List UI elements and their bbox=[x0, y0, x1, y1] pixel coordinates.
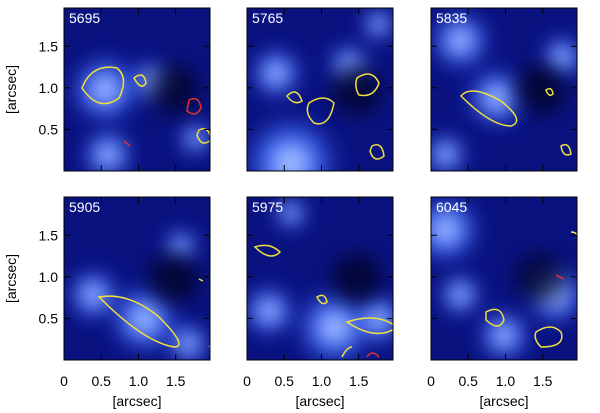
panel-label: 5765 bbox=[252, 10, 283, 26]
contour bbox=[345, 317, 393, 335]
intensity-blob bbox=[431, 8, 496, 76]
x-axis-label: [arcsec] bbox=[479, 393, 528, 409]
intensity-blob bbox=[270, 197, 311, 234]
frame bbox=[246, 7, 394, 172]
intensity-blob bbox=[77, 124, 138, 171]
intensity-blob bbox=[474, 305, 534, 360]
contour bbox=[366, 352, 380, 358]
frame bbox=[63, 7, 211, 172]
contour bbox=[196, 128, 210, 144]
frame bbox=[430, 196, 578, 361]
panel: 6045 0 0.5 1.0 1.5 [arcsec] bbox=[427, 196, 578, 409]
panel-label: 5835 bbox=[436, 10, 467, 26]
y-tick-label: 1.5 bbox=[39, 38, 59, 54]
contour bbox=[198, 278, 204, 282]
intensity-blob bbox=[247, 43, 307, 104]
x-tick-label: 1.5 bbox=[349, 373, 369, 389]
x-axis-label: [arcsec] bbox=[112, 393, 161, 409]
contour bbox=[534, 326, 563, 348]
contour bbox=[341, 346, 353, 358]
dark-patch bbox=[331, 253, 382, 304]
x-tick-label: 0 bbox=[427, 373, 435, 389]
x-tick-label: 1.5 bbox=[166, 373, 186, 389]
panel: 5905 0 0.5 1.0 1.5 0.5 1.0 1.5 [arcsec] [arcsec] bbox=[3, 196, 211, 409]
image bbox=[64, 197, 210, 360]
x-tick-label: 1.5 bbox=[533, 373, 553, 389]
x-tick-label: 0.5 bbox=[92, 373, 112, 389]
contour bbox=[123, 140, 131, 147]
intensity-blob bbox=[163, 318, 210, 360]
y-tick-label: 1.0 bbox=[39, 269, 59, 285]
contour bbox=[286, 91, 303, 104]
dark-patch bbox=[515, 64, 566, 115]
contour bbox=[485, 308, 505, 327]
image bbox=[431, 8, 577, 171]
contour bbox=[186, 97, 202, 115]
y-tick-label: 0.5 bbox=[39, 121, 59, 137]
x-axis-label: [arcsec] bbox=[295, 393, 344, 409]
contour bbox=[545, 87, 554, 97]
panel-label: 5905 bbox=[69, 199, 100, 215]
dark-patch bbox=[148, 64, 199, 115]
intensity-blob bbox=[431, 129, 471, 171]
contour bbox=[459, 90, 518, 127]
image bbox=[64, 8, 210, 171]
x-tick-label: 0.5 bbox=[459, 373, 479, 389]
panel-label: 5695 bbox=[69, 10, 100, 26]
x-tick-label: 0.5 bbox=[275, 373, 295, 389]
intensity-blob bbox=[64, 264, 124, 325]
contour bbox=[355, 73, 380, 97]
contour bbox=[81, 66, 125, 105]
panel: 5975 0 0.5 1.0 1.5 [arcsec] bbox=[243, 196, 394, 409]
contour bbox=[570, 231, 577, 236]
contour bbox=[560, 143, 572, 156]
frame bbox=[246, 196, 394, 361]
x-tick-label: 1.0 bbox=[312, 373, 332, 389]
image bbox=[247, 197, 393, 360]
intensity-blob bbox=[64, 49, 145, 130]
x-tick-label: 1.0 bbox=[496, 373, 516, 389]
x-tick-label: 1.0 bbox=[129, 373, 149, 389]
frame bbox=[63, 196, 211, 361]
intensity-blob bbox=[431, 197, 486, 270]
y-tick-label: 1.0 bbox=[39, 80, 59, 96]
intensity-blob bbox=[348, 289, 393, 350]
intensity-blob bbox=[435, 269, 486, 320]
panel-label: 5975 bbox=[252, 199, 283, 215]
contour bbox=[316, 294, 328, 305]
contour bbox=[253, 244, 282, 257]
dark-patch bbox=[148, 253, 199, 304]
dark-patch bbox=[515, 253, 566, 304]
contour bbox=[555, 274, 565, 280]
x-tick-label: 0 bbox=[243, 373, 251, 389]
contour bbox=[133, 74, 147, 87]
y-tick-label: 1.5 bbox=[39, 227, 59, 243]
image bbox=[247, 8, 393, 171]
x-tick-label: 0 bbox=[60, 373, 68, 389]
y-axis-label: [arcsec] bbox=[3, 65, 19, 114]
panel: 5695 0.5 1.0 1.5 [arcsec] bbox=[3, 7, 211, 172]
contour bbox=[97, 295, 180, 348]
panel-label: 6045 bbox=[436, 199, 467, 215]
intensity-blob bbox=[175, 118, 210, 159]
image bbox=[431, 197, 577, 360]
contour bbox=[369, 144, 385, 160]
panel: 5835 bbox=[430, 7, 578, 172]
panel: 5765 bbox=[246, 7, 394, 172]
intensity-blob bbox=[358, 8, 393, 45]
contour bbox=[306, 97, 335, 125]
frame bbox=[430, 7, 578, 172]
y-axis-label: [arcsec] bbox=[3, 254, 19, 303]
intensity-blob bbox=[247, 281, 299, 342]
y-tick-label: 0.5 bbox=[39, 310, 59, 326]
